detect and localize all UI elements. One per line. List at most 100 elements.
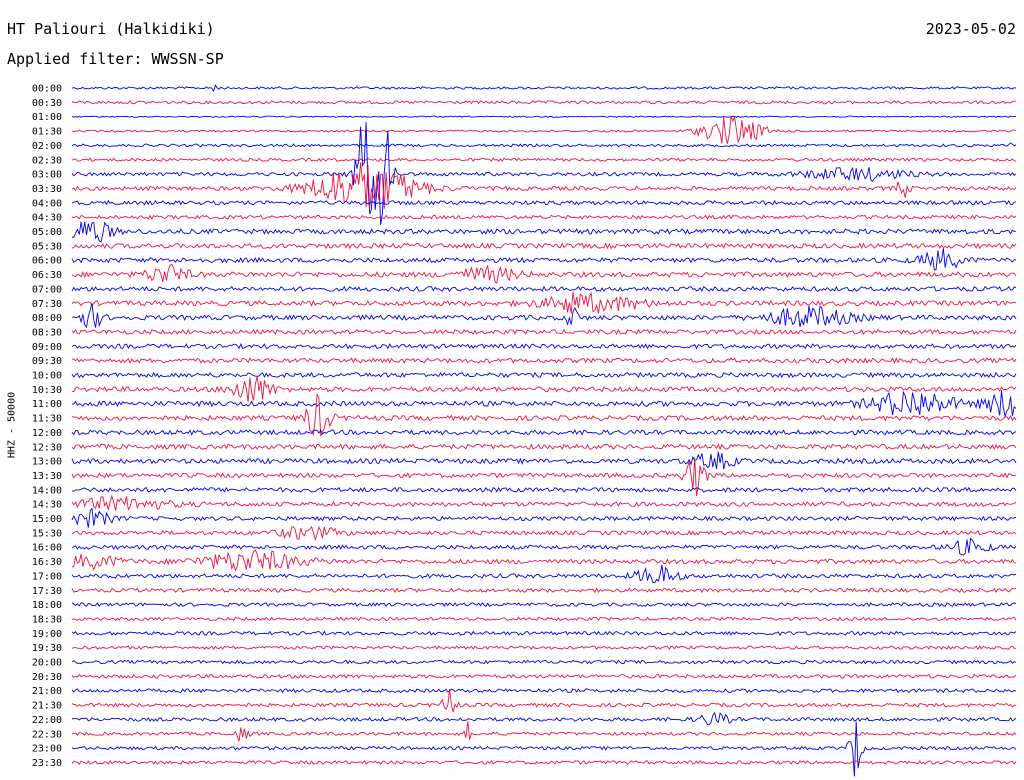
trace-line-1730 — [71, 587, 1017, 594]
time-tick-label: 15:00 — [32, 514, 62, 525]
trace-line-0330 — [71, 162, 1017, 209]
time-tick-label: 16:30 — [32, 557, 62, 568]
time-tick-label: 01:00 — [32, 112, 62, 123]
time-tick-label: 23:00 — [32, 744, 62, 755]
time-tick-label: 10:00 — [32, 371, 62, 382]
time-tick-labels: 00:00 00:30 01:00 01:30 02:00 02:30 03:00 03:30… — [32, 84, 62, 769]
trace-line-1030 — [71, 376, 1017, 403]
trace-line-0130 — [71, 115, 1017, 144]
recording-date: 2023-05-02 — [925, 20, 1016, 38]
time-tick-label: 08:30 — [32, 327, 62, 338]
time-tick-label: 14:00 — [32, 485, 62, 496]
time-tick-label: 13:00 — [32, 457, 62, 468]
trace-line-1200 — [71, 429, 1017, 436]
trace-line-0030 — [71, 100, 1017, 105]
trace-line-0300 — [71, 121, 1017, 225]
trace-line-2200 — [71, 711, 1017, 726]
trace-line-1000 — [71, 371, 1017, 379]
station-title: HT Paliouri (Halkidiki) — [7, 20, 215, 38]
time-tick-label: 03:30 — [32, 184, 62, 195]
trace-line-0230 — [71, 157, 1017, 162]
trace-line-1500 — [71, 507, 1017, 528]
filter-label: Applied filter: WWSSN-SP — [7, 50, 224, 68]
trace-line-0200 — [71, 142, 1017, 148]
trace-line-1230 — [71, 443, 1017, 451]
time-tick-label: 04:30 — [32, 213, 62, 224]
trace-line-2030 — [71, 673, 1017, 679]
trace-line-1100 — [71, 390, 1017, 419]
time-tick-label: 03:00 — [32, 170, 62, 181]
trace-line-1600 — [71, 537, 1017, 556]
trace-line-0830 — [71, 328, 1017, 336]
time-tick-label: 17:00 — [32, 571, 62, 582]
trace-line-1400 — [71, 486, 1017, 493]
trace-line-2230 — [71, 721, 1017, 742]
trace-line-0430 — [71, 214, 1017, 220]
trace-line-2130 — [71, 689, 1017, 713]
time-tick-label: 18:00 — [32, 600, 62, 611]
time-tick-label: 02:00 — [32, 141, 62, 152]
time-tick-label: 13:30 — [32, 471, 62, 482]
trace-line-1800 — [71, 602, 1017, 608]
trace-line-2300 — [71, 721, 1017, 777]
time-tick-label: 16:00 — [32, 543, 62, 554]
time-tick-label: 12:30 — [32, 442, 62, 453]
time-tick-label: 04:00 — [32, 198, 62, 209]
time-tick-label: 23:30 — [32, 758, 62, 769]
time-tick-label: 14:30 — [32, 500, 62, 511]
trace-line-2330 — [71, 759, 1017, 765]
trace-line-2000 — [71, 659, 1017, 665]
time-tick-label: 18:30 — [32, 614, 62, 625]
time-tick-label: 07:30 — [32, 299, 62, 310]
time-tick-label: 01:30 — [32, 127, 62, 138]
trace-line-1900 — [71, 630, 1017, 636]
time-tick-label: 21:30 — [32, 701, 62, 712]
time-tick-label: 02:30 — [32, 155, 62, 166]
trace-line-1700 — [71, 564, 1017, 584]
time-tick-label: 00:30 — [32, 98, 62, 109]
trace-line-1930 — [71, 645, 1017, 651]
time-tick-label: 08:00 — [32, 313, 62, 324]
time-tick-label: 06:00 — [32, 256, 62, 267]
trace-line-0800 — [71, 303, 1017, 329]
trace-line-1630 — [71, 549, 1017, 572]
trace-line-0630 — [71, 263, 1017, 284]
trace-line-0930 — [71, 357, 1017, 365]
trace-line-1430 — [71, 494, 1017, 511]
trace-line-1130 — [71, 393, 1017, 436]
time-tick-label: 11:30 — [32, 414, 62, 425]
trace-line-0900 — [71, 342, 1017, 350]
time-tick-label: 05:30 — [32, 241, 62, 252]
time-tick-label: 20:00 — [32, 658, 62, 669]
trace-line-0500 — [71, 221, 1017, 243]
trace-line-1830 — [71, 616, 1017, 622]
trace-line-1330 — [71, 457, 1017, 496]
trace-line-0400 — [71, 199, 1017, 206]
time-tick-label: 17:30 — [32, 586, 62, 597]
time-tick-label: 00:00 — [32, 84, 62, 95]
time-tick-label: 22:00 — [32, 715, 62, 726]
time-tick-label: 15:30 — [32, 528, 62, 539]
time-tick-label: 06:30 — [32, 270, 62, 281]
trace-line-1300 — [71, 451, 1017, 470]
trace-line-0100 — [71, 115, 1017, 118]
time-tick-label: 05:00 — [32, 227, 62, 238]
time-tick-label: 11:00 — [32, 399, 62, 410]
trace-line-0530 — [71, 242, 1017, 250]
trace-line-0600 — [71, 248, 1017, 271]
trace-line-0000 — [71, 84, 1017, 93]
time-tick-label: 19:00 — [32, 629, 62, 640]
time-tick-label: 09:30 — [32, 356, 62, 367]
time-tick-label: 21:00 — [32, 686, 62, 697]
time-tick-label: 07:00 — [32, 284, 62, 295]
trace-line-0730 — [71, 291, 1017, 314]
time-tick-label: 12:00 — [32, 428, 62, 439]
time-tick-label: 19:30 — [32, 643, 62, 654]
time-tick-label: 22:30 — [32, 729, 62, 740]
trace-line-0700 — [71, 285, 1017, 293]
trace-group — [71, 84, 1017, 777]
time-tick-label: 10:30 — [32, 385, 62, 396]
time-tick-label: 09:00 — [32, 342, 62, 353]
time-tick-label: 20:30 — [32, 672, 62, 683]
